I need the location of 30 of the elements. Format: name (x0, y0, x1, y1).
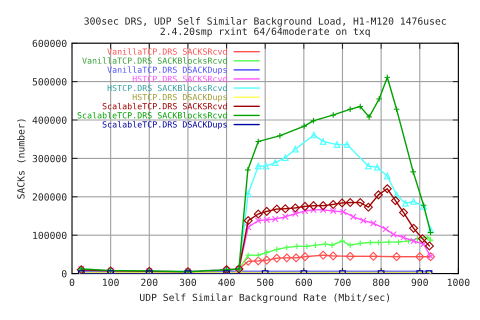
x-tick-label: 100 (103, 278, 119, 286)
y-tick-label: 500000 (32, 78, 67, 86)
legend-label: HSTCP.DRS SACKBlocksRcvd (108, 84, 227, 92)
x-tick-label: 1000 (448, 278, 470, 286)
x-tick-label: 800 (372, 278, 390, 286)
legend-label: HSTCP.DRS SACKSRcvd (132, 76, 227, 82)
x-axis-title: UDP Self Similar Background Rate (Mbit/sec) (140, 293, 390, 304)
x-tick-label: 300 (180, 278, 196, 286)
y-tick-label: 600000 (32, 40, 67, 48)
legend-label: VanillaTCP.DRS SACKBlocksRcvd (82, 57, 227, 64)
y-tick-label: 0 (62, 270, 67, 278)
chart-title: 300sec DRS, UDP Self Similar Background Load, H1-M120 1476usec 2.4.20smp rxint 64/64moderate on txq (84, 17, 446, 37)
legend-label: HSTCP.DRS DSACKDups (132, 94, 227, 102)
y-axis-title: SACKs (number) (17, 119, 26, 199)
x-tick-label: 400 (218, 278, 235, 286)
legend-label: ScalableTCP.DRS SACKBlocksRcvd (78, 112, 227, 118)
legend-label: ScalableTCP.DRS SACKSRcvd (102, 102, 227, 110)
x-tick-label: 0 (70, 278, 74, 286)
y-tick-label: 100000 (33, 232, 67, 240)
x-tick-label: 700 (334, 278, 351, 286)
legend-label: ScalableTCP.DRS DSACKDups (102, 121, 227, 130)
y-tick-label: 400000 (32, 116, 67, 124)
x-tick-label: 900 (412, 278, 428, 286)
y-tick-label: 300000 (32, 154, 67, 162)
text: VanillaTCP.DRS SACKSRcvd (107, 48, 227, 55)
x-tick-label: 200 (141, 278, 158, 286)
legend-label: VanillaTCP.DRS DSACKDups (107, 66, 227, 75)
y-tick-label: 200000 (32, 193, 67, 201)
x-tick-label: 500 (257, 278, 274, 286)
x-tick-label: 600 (296, 278, 312, 286)
